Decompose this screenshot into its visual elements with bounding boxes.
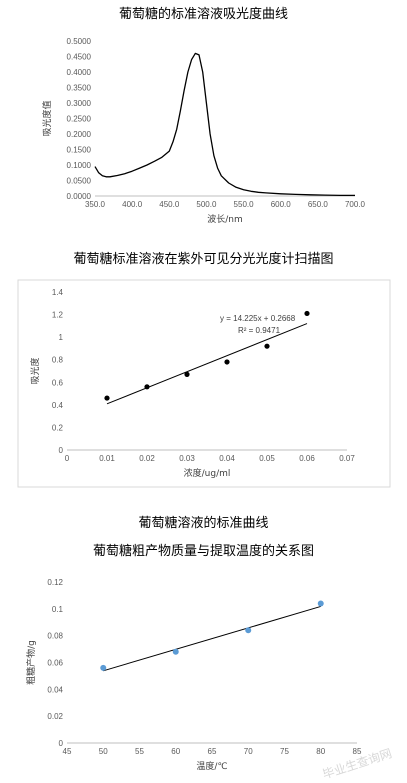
x-tick-label: 65	[208, 747, 217, 756]
y-tick-label: 1.2	[52, 311, 64, 320]
x-tick-label: 75	[280, 747, 289, 756]
x-tick-label: 350.0	[85, 200, 106, 209]
y-tick-label: 0.1500	[67, 146, 92, 155]
chart2-caption: 葡萄糖溶液的标准曲线	[138, 516, 269, 531]
y-tick-label: 1.4	[52, 288, 64, 297]
r-squared-label: R² = 0.9471	[238, 326, 281, 335]
y-tick-label: 0.02	[47, 712, 63, 721]
y-axis-label: 吸光度	[29, 357, 41, 384]
x-axis-label: 浓度/ug/ml	[184, 467, 231, 479]
standard-curve-scatter-chart: 0 0.01 0.02 0.03 0.04 0.05 0.06 0.07 0 0.2 0.4 0.6 0…	[17, 279, 391, 488]
y-tick-label: 0.3000	[67, 99, 92, 108]
x-tick-label: 60	[171, 747, 180, 756]
y-tick-label: 0.2500	[67, 115, 92, 124]
data-point	[184, 371, 190, 377]
x-tick-label: 55	[135, 747, 144, 756]
data-point	[317, 600, 324, 607]
y-tick-label: 0.04	[47, 685, 63, 694]
y-tick-label: 1	[59, 333, 64, 342]
x-axis-label: 温度/℃	[196, 760, 227, 772]
x-tick-label: 0.06	[299, 454, 315, 463]
y-tick-label: 0.0000	[67, 192, 92, 201]
x-axis-label: 波长/nm	[207, 213, 243, 225]
x-tick-label: 0.05	[259, 454, 275, 463]
x-tick-label: 600.0	[271, 200, 292, 209]
absorbance-series-line	[94, 52, 355, 197]
x-tick-label: 450.0	[159, 200, 180, 209]
x-tick-label: 0.07	[339, 454, 355, 463]
y-tick-label: 0.1	[52, 605, 64, 614]
y-tick-label: 0.6	[52, 378, 64, 387]
data-point	[304, 310, 310, 317]
x-tick-label: 0.02	[139, 454, 155, 463]
y-tick-label: 0.12	[47, 578, 63, 587]
absorbance-wavelength-chart: 350.0 400.0 450.0 500.0 550.0 600.0 650.0 700.0…	[41, 37, 366, 225]
y-axis-label: 吸光度值	[41, 100, 53, 136]
y-tick-label: 0.4000	[67, 68, 92, 77]
trendline	[106, 323, 308, 405]
data-point	[245, 627, 252, 634]
y-tick-label: 0.2000	[67, 130, 92, 139]
data-point	[264, 343, 270, 349]
plot-frame	[17, 279, 391, 488]
temperature-yield-scatter-chart: 45 50 55 60 65 70 75 80 85 0 0.02 0.04 0.06 0.08 0.1 0.…	[25, 578, 362, 772]
x-tick-label: 50	[99, 747, 108, 756]
x-tick-label: 80	[316, 747, 325, 756]
chart1-title: 葡萄糖的标准溶液吸光度曲线	[118, 7, 288, 22]
data-point	[224, 359, 230, 365]
y-tick-label: 0.1000	[67, 161, 92, 170]
chart2-title: 葡萄糖标准溶液在紫外可见分光光度计扫描图	[73, 252, 334, 267]
data-point	[172, 648, 179, 655]
y-tick-label: 0.08	[47, 632, 63, 641]
y-tick-label: 0.2	[52, 423, 64, 432]
x-tick-label: 500.0	[196, 200, 217, 209]
x-tick-label: 550.0	[234, 200, 255, 209]
x-tick-label: 0.04	[219, 454, 235, 463]
y-tick-label: 0.4	[52, 401, 64, 410]
y-axis-label: 粗糖产物/g	[25, 640, 37, 685]
chart3-title: 葡萄糖粗产物质量与提取温度的关系图	[92, 544, 314, 559]
y-tick-label: 0.3500	[67, 84, 92, 93]
y-tick-label: 0	[59, 446, 64, 455]
x-tick-label: 45	[63, 747, 72, 756]
data-point	[144, 384, 150, 390]
y-tick-label: 0.5000	[67, 37, 92, 46]
x-tick-label: 650.0	[308, 200, 329, 209]
x-tick-label: 0.01	[99, 454, 115, 463]
data-point	[100, 664, 107, 671]
x-tick-label: 0.03	[179, 454, 195, 463]
x-tick-label: 70	[244, 747, 253, 756]
y-tick-label: 0.06	[47, 659, 63, 668]
x-tick-label: 700.0	[345, 200, 366, 209]
y-tick-label: 0.4500	[67, 53, 92, 62]
x-tick-label: 400.0	[122, 200, 143, 209]
y-tick-label: 0.0500	[67, 177, 92, 186]
x-tick-label: 0	[65, 454, 70, 463]
trendline-equation: y = 14.225x + 0.2668	[220, 314, 296, 323]
y-tick-label: 0.8	[52, 356, 64, 365]
trendline	[103, 605, 321, 672]
data-point	[104, 395, 110, 401]
x-tick-label: 85	[353, 747, 362, 756]
y-tick-label: 0	[59, 739, 64, 748]
